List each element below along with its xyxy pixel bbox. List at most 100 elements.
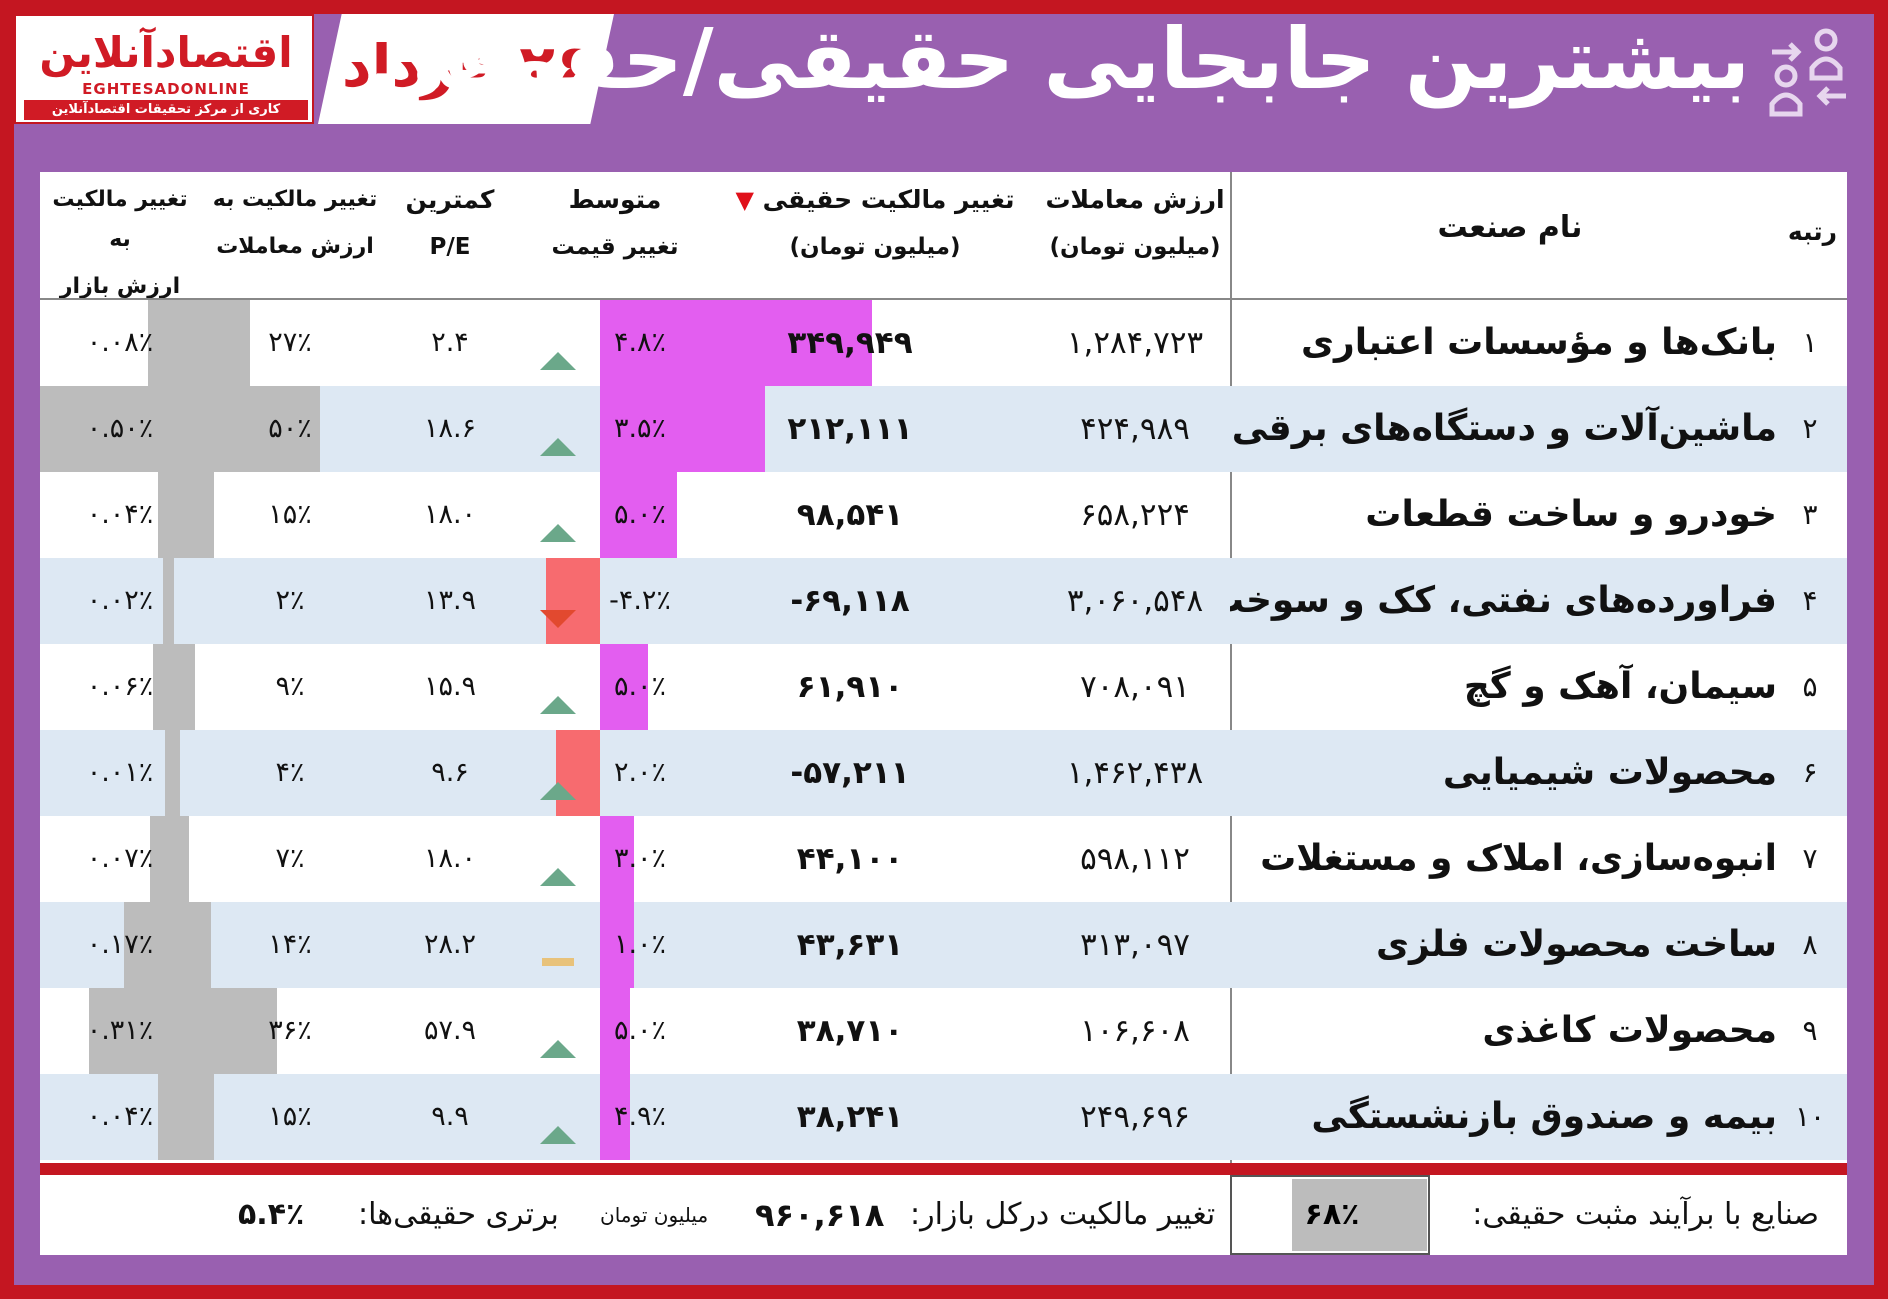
trend-up-icon [540,352,576,370]
trend-up-icon [540,868,576,886]
table-row[interactable]: ۳ خودرو و ساخت قطعات ۶۵۸,۲۲۴ ۹۸,۵۴۱ ۵.۰٪ ۱۸.۰… [40,472,1847,558]
rank-cell: ۲ [1802,412,1818,445]
rank-cell: ۷ [1802,842,1818,875]
industry-name: انبوه‌سازی، املاک و مستغلات [1260,838,1777,879]
rank-cell: ۶ [1802,756,1818,789]
logo-tagline: کاری از مرکز تحقیقات اقتصادآنلاین [24,100,308,120]
avg-change-cell: ۱.۰٪ [510,902,720,988]
header-rank[interactable]: رتبه [1787,217,1838,246]
avg-change-value: ۳.۵٪ [613,413,667,444]
header-real-change[interactable]: تغییر مالکیت حقیقی ▼ (میلیون تومان) [735,185,1015,260]
real-change-bar [600,988,631,1074]
pe-cell: ۹.۶ [431,757,469,788]
header-trade-value[interactable]: ارزش معاملات (میلیون تومان) [1045,185,1225,260]
real-change-bar [600,472,677,558]
header-divider [40,298,1847,300]
real-change-value: ۳۴۹,۹۴۹ [787,325,913,361]
positive-industries-value: ۶۸٪ [1304,1197,1360,1232]
table-row[interactable]: ۹ محصولات کاغذی ۱۰۶,۶۰۸ ۳۸,۷۱۰ ۵.۰٪ ۵۷.۹ ۳۶٪ ۰.… [40,988,1847,1074]
trend-up-icon [540,1126,576,1144]
change-trade-value: ۲۷٪ [268,327,312,358]
trend-up-icon [540,696,576,714]
change-trade-value: ۵۰٪ [268,413,312,444]
positive-industries-box [1230,1175,1430,1255]
industry-name: ساخت محصولات فلزی [1376,924,1777,965]
table-row[interactable]: ۸ ساخت محصولات فلزی ۳۱۳,۰۹۷ ۴۳,۶۳۱ ۱.۰٪ ۲۸.۲ ۱… [40,902,1847,988]
table-row[interactable]: ۷ انبوه‌سازی، املاک و مستغلات ۵۹۸,۱۱۲ ۴۴,۱۰… [40,816,1847,902]
market-change-value: ۹۶۰,۶۱۸ [755,1196,885,1234]
trade-value-cell: ۱۰۶,۶۰۸ [1080,1013,1190,1049]
avg-change-value: ۵.۰٪ [613,1015,667,1046]
rank-cell: ۹ [1802,1014,1818,1047]
trade-value-cell: ۱,۴۶۲,۴۳۸ [1066,755,1204,791]
industry-name: سیمان، آهک و گچ [1463,666,1777,707]
avg-change-cell: ۵.۰٪ [510,988,720,1074]
change-trade-bar [168,472,214,558]
change-market-value: ۰.۰۱٪ [86,757,154,788]
table-row[interactable]: ۶ محصولات شیمیایی ۱,۴۶۲,۴۳۸ -۵۷,۲۱۱ ۲.۰٪ ۹.۶ ۴… [40,730,1847,816]
change-market-bar [124,902,168,988]
change-market-bar [88,988,168,1074]
change-trade-bar [168,558,175,644]
pe-cell: ۲۸.۲ [423,929,477,960]
rank-cell: ۴ [1802,584,1818,617]
industry-name: فراورده‌های نفتی، کک و سوخت هسته‌ای [1230,580,1777,621]
rank-cell: ۵ [1802,670,1818,703]
real-change-value: ۶۱,۹۱۰ [796,669,904,705]
change-market-value: ۰.۰۴٪ [86,499,154,530]
change-market-bar [152,644,168,730]
change-trade-bar [168,1074,214,1160]
change-trade-value: ۱۴٪ [268,929,312,960]
change-trade-value: ۳۶٪ [268,1015,312,1046]
table-row[interactable]: ۱ بانک‌ها و مؤسسات اعتباری ۱,۲۸۴,۷۲۳ ۳۴۹,۹۴… [40,300,1847,386]
trend-up-icon [540,438,576,456]
real-change-value: ۴۴,۱۰۰ [796,841,904,877]
header-pe[interactable]: کمترین P/E [405,185,495,260]
change-market-value: ۰.۰۸٪ [86,327,154,358]
change-market-bar [162,558,168,644]
rank-cell: ۳ [1802,498,1818,531]
market-change-label: تغییر مالکیت درکل بازار: [910,1197,1216,1232]
summary-footer: صنایع با برآیند مثبت حقیقی: ۶۸٪ تغییر ما… [40,1175,1847,1255]
logo[interactable]: اقتصادآنلاین EGHTESADONLINE کاری از مرکز… [14,14,314,124]
pe-cell: ۱۵.۹ [423,671,477,702]
industry-name: خودرو و ساخت قطعات [1365,494,1777,535]
change-trade-value: ۷٪ [275,843,305,874]
change-trade-value: ۹٪ [275,671,305,702]
pe-cell: ۱۸.۶ [423,413,477,444]
pe-cell: ۵۷.۹ [423,1015,477,1046]
change-trade-bar [168,816,190,902]
real-change-bar [555,730,600,816]
header-change-trade[interactable]: تغییر مالکیت به ارزش معاملات [212,187,378,259]
real-change-value: ۳۸,۲۴۱ [796,1099,904,1135]
avg-change-value: ۵.۰٪ [613,499,667,530]
header-avg-change[interactable]: متوسط تغییر قیمت [551,185,679,260]
avg-change-cell: -۴.۲٪ [510,558,720,644]
table-row[interactable]: ۵ سیمان، آهک و گچ ۷۰۸,۰۹۱ ۶۱,۹۱۰ ۵.۰٪ ۱۵.۹ ۹٪ ۰… [40,644,1847,730]
real-change-value: ۲۱۲,۱۱۱ [787,411,913,447]
sort-desc-icon[interactable]: ▼ [735,186,754,214]
header-change-market[interactable]: تغییر مالکیت به ارزش بازار [52,187,188,299]
real-change-value: -۶۹,۱۱۸ [790,583,910,619]
real-change-value: -۵۷,۲۱۱ [790,755,910,791]
change-market-value: ۰.۰۷٪ [86,843,154,874]
people-transfer-icon [1760,24,1860,124]
trade-value-cell: ۷۰۸,۰۹۱ [1080,669,1190,705]
change-trade-value: ۱۵٪ [268,499,312,530]
rank-cell: ۸ [1802,928,1818,961]
rank-cell: ۱۰ [1794,1100,1826,1133]
table-row[interactable]: ۴ فراورده‌های نفتی، کک و سوخت هسته‌ای ۳,۰۶… [40,558,1847,644]
table-row[interactable]: ۲ ماشین‌آلات و دستگاه‌های برقی ۴۲۴,۹۸۹ ۲۱۲,… [40,386,1847,472]
avg-change-value: -۴.۲٪ [609,585,671,616]
change-trade-bar [168,902,211,988]
pe-cell: ۱۸.۰ [423,499,477,530]
header-industry[interactable]: نام صنعت [1437,210,1583,245]
column-divider [1230,172,1232,1163]
change-market-value: ۰.۰۴٪ [86,1101,154,1132]
industry-name: ماشین‌آلات و دستگاه‌های برقی [1231,408,1777,449]
change-market-value: ۰.۱۷٪ [86,929,154,960]
table-row[interactable]: ۱۰ بیمه و صندوق بازنشستگی ۲۴۹,۶۹۶ ۳۸,۲۴۱ ۴.۹… [40,1074,1847,1160]
avg-change-cell: ۴.۸٪ [510,300,720,386]
avg-change-cell: ۳.۵٪ [510,386,720,472]
positive-industries-label: صنایع با برآیند مثبت حقیقی: [1472,1197,1819,1232]
